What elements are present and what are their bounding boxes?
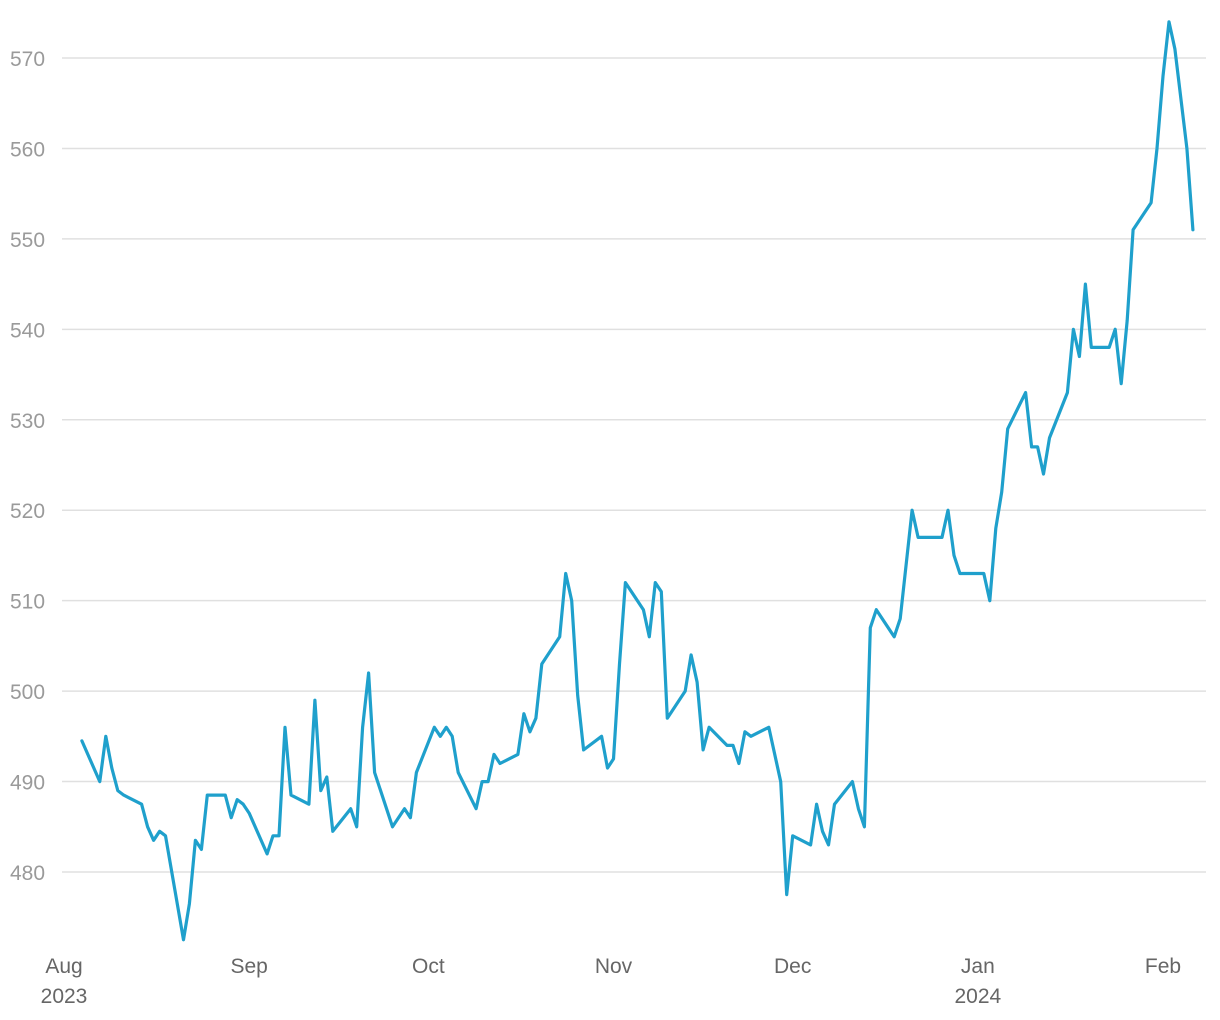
y-tick-label: 540: [10, 319, 45, 342]
x-tick-label: Sep: [230, 955, 267, 978]
x-tick-year-label: 2023: [41, 985, 88, 1008]
x-tick-label: Oct: [412, 955, 445, 978]
x-tick-label: Feb: [1145, 955, 1181, 978]
y-tick-label: 550: [10, 229, 45, 252]
x-tick-label: Jan: [961, 955, 995, 978]
series-line-0: [80, 20, 1195, 942]
y-tick-label: 500: [10, 681, 45, 704]
y-tick-label: 530: [10, 410, 45, 433]
y-tick-label: 480: [10, 862, 45, 885]
x-tick-year-label: 2024: [954, 985, 1001, 1008]
y-tick-label: 570: [10, 48, 45, 71]
y-tick-label: 510: [10, 591, 45, 614]
x-tick-label: Nov: [595, 955, 633, 978]
y-axis: 480 490 500 510 520 530 540 550 560 570: [10, 48, 45, 885]
y-tick-label: 520: [10, 500, 45, 523]
gridlines: [62, 57, 1206, 873]
x-tick-label: Dec: [774, 955, 811, 978]
x-axis: Aug 2023 Sep Oct Nov Dec Jan 2024 Feb: [41, 955, 1181, 1008]
y-tick-label: 560: [10, 138, 45, 161]
y-tick-label: 490: [10, 772, 45, 795]
series-layer: [80, 20, 1195, 942]
x-tick-label: Aug: [45, 955, 82, 978]
